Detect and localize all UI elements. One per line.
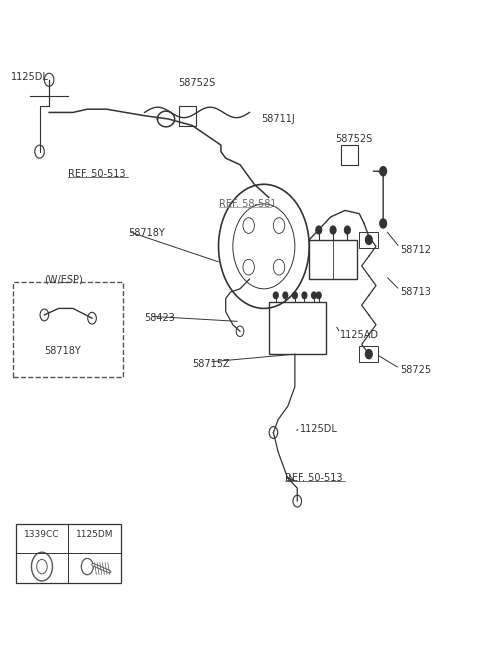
Text: (W/ESP): (W/ESP) (44, 274, 83, 284)
Text: 58711J: 58711J (262, 114, 295, 124)
Circle shape (274, 292, 278, 298)
Text: REF. 50-513: REF. 50-513 (68, 169, 126, 180)
Text: 1125AD: 1125AD (340, 329, 379, 340)
Circle shape (365, 236, 372, 245)
Text: 58752S: 58752S (178, 78, 215, 88)
Bar (309, 240, 357, 279)
Text: 1125DM: 1125DM (76, 530, 113, 539)
Circle shape (316, 226, 322, 234)
Text: 1125DL: 1125DL (300, 424, 337, 434)
Circle shape (292, 292, 297, 298)
Text: 58752S: 58752S (336, 134, 372, 144)
Text: REF. 50-513: REF. 50-513 (285, 473, 343, 483)
Text: 58725: 58725 (400, 365, 431, 375)
Circle shape (380, 167, 386, 176)
Bar (16, 524, 120, 583)
Text: 58713: 58713 (400, 287, 431, 297)
Text: 58423: 58423 (144, 313, 175, 323)
Bar (179, 106, 196, 125)
Bar (341, 145, 359, 165)
Text: 1339CC: 1339CC (24, 530, 60, 539)
Circle shape (380, 219, 386, 228)
Circle shape (330, 226, 336, 234)
Bar (360, 346, 378, 362)
Bar (269, 302, 326, 354)
Circle shape (283, 292, 288, 298)
Text: 58715Z: 58715Z (192, 359, 230, 369)
Circle shape (312, 292, 316, 298)
Circle shape (316, 292, 321, 298)
Text: 58712: 58712 (400, 245, 431, 255)
Text: 58718Y: 58718Y (44, 346, 81, 356)
Text: REF. 58-581: REF. 58-581 (218, 199, 276, 209)
Circle shape (345, 226, 350, 234)
Circle shape (365, 350, 372, 359)
Bar (360, 232, 378, 248)
Text: 1125DL: 1125DL (11, 72, 49, 81)
Text: 58718Y: 58718Y (128, 228, 165, 238)
Circle shape (302, 292, 307, 298)
